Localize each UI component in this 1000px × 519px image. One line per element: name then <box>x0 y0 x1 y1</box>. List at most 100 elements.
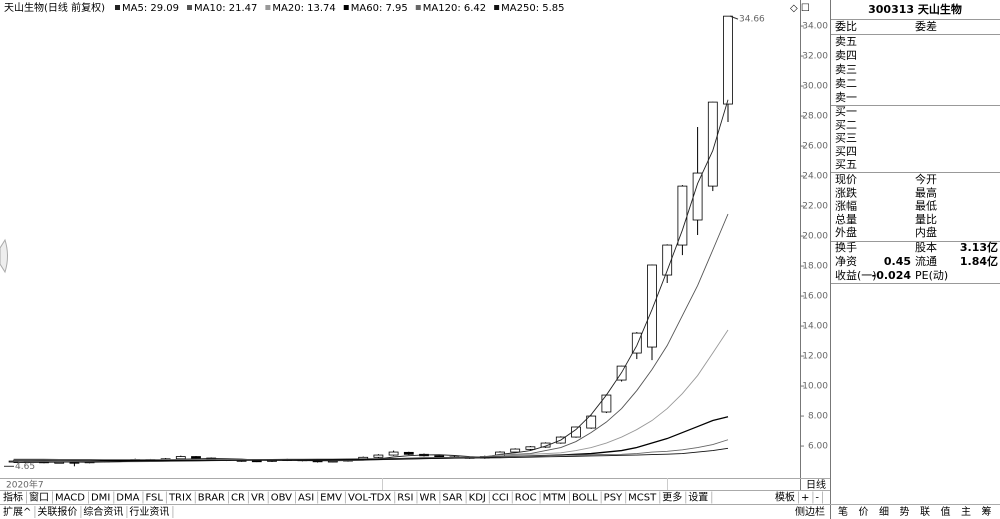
side-tab[interactable]: 势 <box>900 505 910 518</box>
indicator-tab[interactable]: DMA <box>116 493 139 504</box>
indicator-tab[interactable]: DMI <box>91 493 110 504</box>
y-tick-label: 20.00 <box>802 232 828 242</box>
indicator-tab[interactable]: FSL <box>145 493 163 504</box>
fin-value: -0.024 <box>872 269 912 282</box>
fin-label: 净资 <box>835 254 857 268</box>
low-label: 4.65 <box>15 462 35 472</box>
indicator-tab[interactable]: KDJ <box>469 493 486 504</box>
info-tab[interactable]: 行业资讯 <box>129 505 169 518</box>
legend-label: MA20: 13.74 <box>272 3 335 14</box>
candle-body <box>647 264 657 348</box>
candle-body <box>571 426 581 438</box>
indicator-tab[interactable]: BRAR <box>198 493 225 504</box>
indicator-tab[interactable]: MACD <box>55 493 85 504</box>
indicator-tab[interactable]: CR <box>231 493 245 504</box>
side-tab[interactable]: 价 <box>859 506 869 518</box>
candle-body <box>175 456 186 460</box>
legend-swatch <box>114 5 120 10</box>
info-tab[interactable]: 扩展^ <box>3 505 31 518</box>
ask-label: 卖五 <box>835 35 857 48</box>
candle-body <box>388 451 399 456</box>
settings-icon[interactable]: ◇ ☐ <box>790 3 810 14</box>
legend-swatch <box>187 5 192 10</box>
y-tick-label: 34.00 <box>802 22 828 32</box>
candle-body <box>677 185 688 246</box>
side-tab[interactable]: 侧边栏 <box>795 505 825 518</box>
template-tab[interactable]: 模板 <box>775 491 795 504</box>
indicator-tab[interactable]: ASI <box>298 493 314 504</box>
y-tick-label: 26.00 <box>802 142 828 152</box>
fin-label: 收益(一) <box>835 268 877 282</box>
side-tab[interactable]: 值 <box>941 505 951 518</box>
indicator-tab[interactable]: 指标 <box>3 491 23 504</box>
candle-body <box>601 394 612 413</box>
high-marker <box>729 15 739 20</box>
ask-label: 卖二 <box>835 77 857 90</box>
candle-body <box>251 460 262 463</box>
indicator-tab[interactable]: 窗口 <box>29 491 49 504</box>
legend-swatch <box>494 5 500 10</box>
template-tab[interactable]: - <box>815 493 819 504</box>
indicator-tab[interactable]: 设置 <box>688 492 708 504</box>
indicator-tab[interactable]: CCI <box>492 493 509 504</box>
period-label: 日线 <box>806 478 826 491</box>
panel-label: 委比 <box>835 20 857 33</box>
bid-label: 买一 <box>835 105 857 118</box>
candle-body <box>191 456 201 459</box>
indicator-tab[interactable]: SAR <box>442 493 462 504</box>
candle-body <box>403 451 414 455</box>
indicator-tab[interactable]: ROC <box>515 493 537 504</box>
indicator-tab[interactable]: BOLL <box>572 493 598 504</box>
indicator-tab[interactable]: TRIX <box>168 493 192 504</box>
side-tab[interactable]: 主 <box>961 506 971 518</box>
indicator-tab[interactable]: RSI <box>397 493 413 504</box>
legend-swatch <box>415 5 421 10</box>
side-tab[interactable]: 细 <box>879 505 889 518</box>
y-tick-label: 14.00 <box>802 322 828 332</box>
panel-label: 委差 <box>915 19 937 33</box>
legend-label: MA10: 21.47 <box>194 3 257 14</box>
stat-label: 涨跌 <box>835 185 857 199</box>
stat-label: 量比 <box>915 213 937 226</box>
bid-label: 买二 <box>835 118 857 131</box>
y-tick-label: 22.00 <box>802 202 828 212</box>
stat-label: 最低 <box>915 200 937 213</box>
fin-label: 股本 <box>915 240 937 254</box>
legend-swatch <box>343 5 349 10</box>
legend-label: MA5: 29.09 <box>122 3 179 14</box>
stat-label: 今开 <box>915 172 937 186</box>
template-tab[interactable]: + <box>801 493 809 504</box>
indicator-tab[interactable]: PSY <box>604 493 623 504</box>
stat-label: 最高 <box>915 185 937 199</box>
bid-label: 买五 <box>835 158 857 171</box>
indicator-tab[interactable]: WR <box>419 493 436 504</box>
panel-title: 300313 天山生物 <box>868 2 962 16</box>
indicator-tab[interactable]: MCST <box>628 493 657 504</box>
info-tab[interactable]: 关联报价 <box>37 505 77 518</box>
y-tick-label: 30.00 <box>802 82 828 92</box>
stat-label: 涨幅 <box>835 200 857 213</box>
indicator-tab[interactable]: EMV <box>320 493 342 504</box>
info-tab[interactable]: 综合资讯 <box>83 505 123 518</box>
side-handle[interactable] <box>0 238 8 274</box>
x-label: 2020年7 <box>6 479 44 491</box>
ask-label: 卖一 <box>835 91 857 104</box>
candle-body <box>631 332 642 354</box>
indicator-tab[interactable]: VOL-TDX <box>348 493 391 504</box>
stat-label: 外盘 <box>835 225 857 239</box>
indicator-tab[interactable]: VR <box>251 493 265 504</box>
indicator-tab[interactable]: OBV <box>271 493 292 504</box>
ask-label: 卖四 <box>835 49 857 62</box>
y-tick-label: 18.00 <box>802 262 828 272</box>
side-tab[interactable]: 笔 <box>838 505 848 518</box>
side-tab[interactable]: 筹 <box>982 505 992 518</box>
stat-label: 现价 <box>835 173 857 186</box>
legend-label: MA120: 6.42 <box>423 3 486 14</box>
y-tick-label: 12.00 <box>802 352 828 362</box>
indicator-tab[interactable]: MTM <box>543 493 566 504</box>
ask-label: 卖三 <box>835 63 857 76</box>
side-tab[interactable]: 联 <box>920 506 930 518</box>
indicator-tab[interactable]: 更多 <box>662 491 682 504</box>
